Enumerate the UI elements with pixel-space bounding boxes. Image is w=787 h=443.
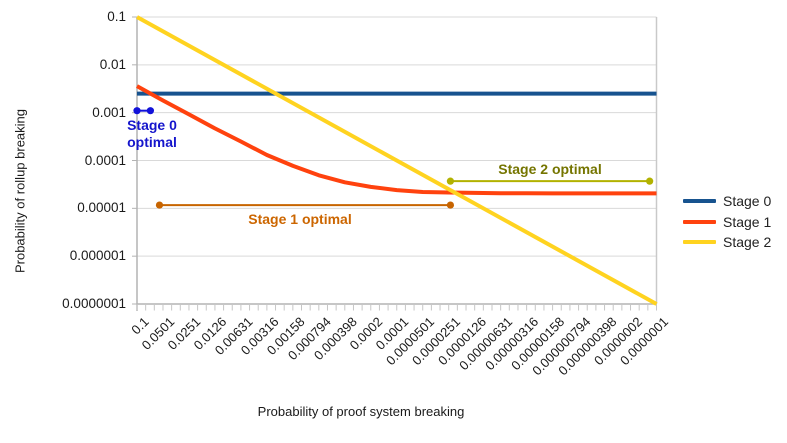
y-tick-label: 0.01 [99,56,126,72]
y-tick-label: 0.00001 [77,200,126,216]
annotation-dot-stage1-optimal [155,201,164,209]
annotation-dot-stage2-optimal [646,177,654,185]
legend-swatch-stage-2 [683,240,716,245]
y-tick-label: 0.001 [92,104,126,120]
legend-item-stage-1: Stage 1 [683,212,771,233]
annotation-label-stage2-optimal: Stage 2 optimal [498,161,602,177]
legend-label-stage-2: Stage 2 [723,234,772,251]
annotation-dot-stage0-optimal [146,107,155,115]
legend: Stage 0 Stage 1 Stage 2 [683,191,771,253]
annotation-dot-stage0-optimal [133,107,141,115]
y-tick-label: 0.000001 [69,248,126,264]
annotation-label-stage1-optimal: Stage 1 optimal [248,211,352,227]
legend-item-stage-2: Stage 2 [683,232,771,253]
annotation-text-line2: optimal [127,133,177,150]
annotation-dot-stage1-optimal [446,201,455,209]
series-line-stage-2 [136,15,658,306]
x-axis-title: Probability of proof system breaking [257,404,465,419]
y-tick-label: 0.0001 [84,152,126,168]
series-line-stage-1 [136,84,657,196]
legend-label-stage-0: Stage 0 [723,193,772,210]
annotation-text-line1: Stage 0 [127,117,177,133]
annotation-dot-stage2-optimal [446,177,455,185]
legend-label-stage-1: Stage 1 [723,213,772,230]
legend-swatch-stage-0 [683,199,716,204]
y-tick-label: 0.0000001 [62,296,126,311]
legend-item-stage-0: Stage 0 [683,191,771,212]
y-tick-label: 0.1 [107,9,126,24]
y-axis-title: Probability of rollup breaking [12,108,28,274]
annotation-label-stage0-optimal: Stage 0 optimal [122,117,182,150]
legend-swatch-stage-1 [683,219,716,224]
